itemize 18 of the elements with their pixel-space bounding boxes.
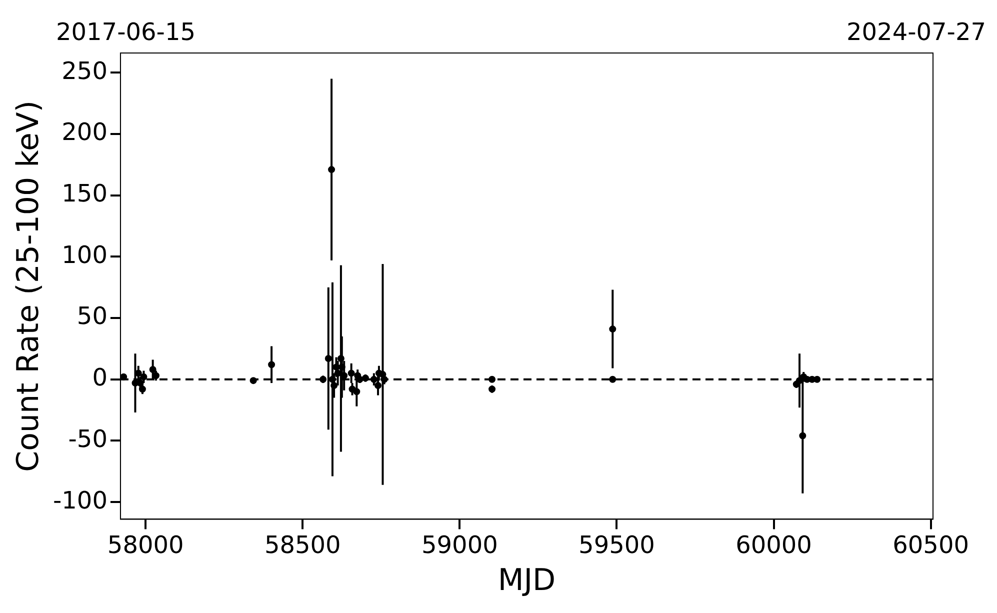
y-tick-label: 250 — [62, 56, 108, 85]
x-tick-label: 59000 — [422, 530, 498, 559]
text: 2024-07-27 — [846, 18, 986, 46]
x-axis-title: MJD — [498, 562, 556, 598]
y-tick-label: -50 — [68, 424, 108, 453]
x-tick-label: 58500 — [264, 530, 341, 559]
x-tick-label: 59500 — [578, 530, 655, 559]
y-tick-label: 200 — [62, 118, 108, 146]
y-tick-label: 150 — [62, 180, 108, 208]
x-tick-label: 60000 — [736, 530, 812, 559]
text: 2017-06-15 — [56, 18, 196, 46]
x-tick-label: 60500 — [892, 530, 969, 559]
y-axis-title: Count Rate (25-100 keV) — [10, 100, 46, 472]
x-tick-label: 58000 — [107, 530, 184, 559]
y-tick-label: 50 — [76, 302, 108, 330]
y-tick-label: 100 — [62, 240, 108, 269]
y-tick-label: -100 — [53, 486, 108, 514]
y-tick-label: 0 — [92, 364, 108, 392]
